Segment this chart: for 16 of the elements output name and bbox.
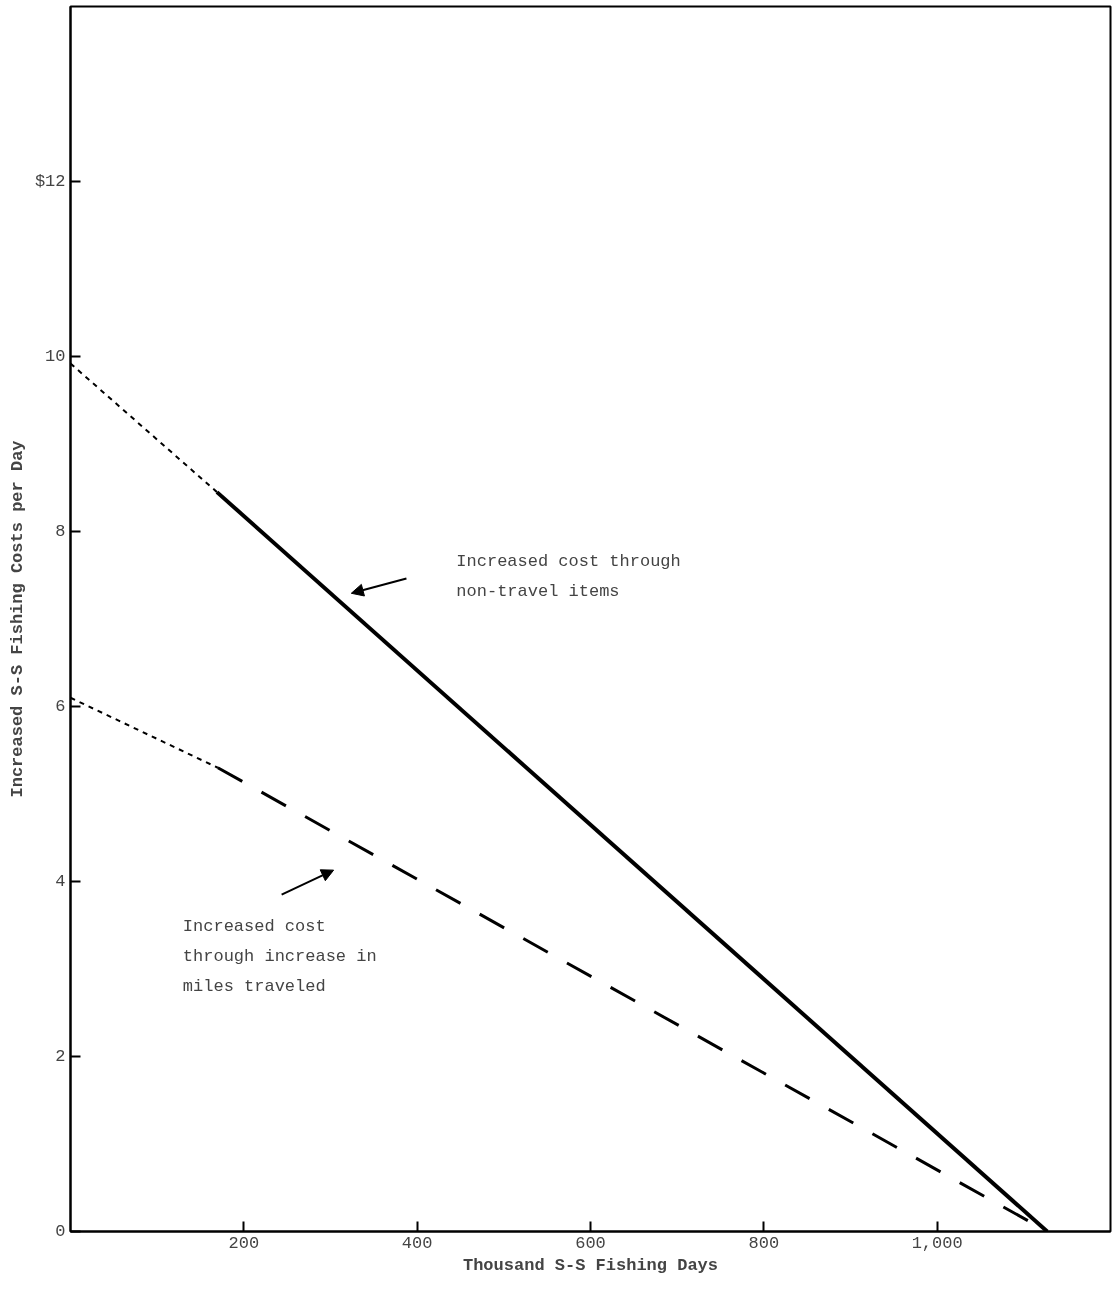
y-tick-label: 2 [55,1047,66,1066]
annotation: Increased cost through increase in miles traveled [182,916,377,997]
x-tick-label: 1,000 [911,1233,963,1253]
x-tick-label: 400 [401,1233,433,1253]
y-tick-label: 6 [55,697,66,716]
x-tick-label: 600 [575,1233,606,1253]
y-tick-label: $12 [34,172,66,191]
y-tick-label: 4 [55,872,66,891]
y-tick-label: 10 [45,347,66,366]
y-tick-label: 8 [55,522,66,541]
x-axis-title: Thousand S-S Fishing Days [462,1255,719,1275]
y-axis-title: Increased S-S Fishing Costs per Day [7,440,27,798]
x-tick-label: 200 [228,1233,260,1253]
y-tick-label: 0 [55,1222,66,1241]
annotation: Increased cost through non-travel items [456,551,681,602]
x-tick-label: 800 [748,1233,780,1253]
